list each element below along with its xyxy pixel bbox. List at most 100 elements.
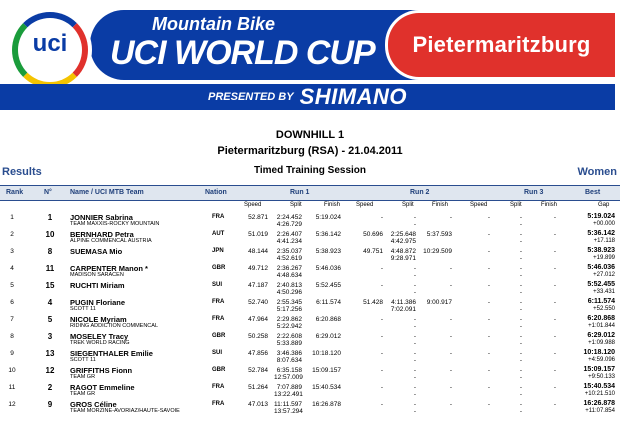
run3-split: - [519,384,522,391]
run1-split-2: 5:22.942 [276,323,302,330]
category-label: Women [577,166,617,178]
sub-speed-1: Speed [244,202,262,208]
table-header: Rank N° Name / UCI MTB Team Nation Run 1… [0,185,620,201]
run1-split: 2:29.862 [276,316,302,323]
table-row: 1 1 JONNIER Sabrina TEAM MAXXIS-ROCKY MOUNT… [0,212,620,228]
run1-speed: 47.856 [248,350,268,357]
run3-split-2: - [519,391,522,398]
run2-speed: 51.428 [363,299,383,306]
run3-split: - [519,248,522,255]
rider-name: PUGIN Floriane [70,298,126,307]
run3-split-2: - [519,374,522,381]
run1-finish: 5:38.923 [315,248,341,255]
bib-number: 10 [45,230,55,239]
run2-finish: - [449,384,452,391]
run1-speed: 47.964 [248,316,268,323]
nation-code: SUI [212,350,223,356]
run3-split-2: - [519,357,522,364]
table-row: 5 15 RUCHTI Miriam SUI 47.187 2:40.813 4:50.29… [0,280,620,296]
run3-finish: - [553,299,556,306]
run1-speed: 47.187 [248,282,268,289]
gap-time: +10:21.510 [584,391,615,397]
run2-split-2: 9:28.971 [390,255,416,262]
run2-speed: - [380,367,383,374]
team-name: TEAM MAXXIS-ROCKY MOUNTAIN [70,221,160,227]
run3-finish: - [553,265,556,272]
team-name: SCOTT 11 [70,357,96,363]
run2-split-2: 4:42.975 [390,238,416,245]
nation-code: FRA [212,401,225,407]
rank-cell: 12 [8,401,16,408]
series-title: UCI WORLD CUP [110,34,376,72]
bib-number: 3 [47,332,53,341]
bib-number: 12 [45,366,55,375]
rider-name: RAGOT Emmeline [70,383,135,392]
run3-split-2: - [519,255,522,262]
bib-number: 11 [45,264,55,273]
best-time: 5:36.142 [587,230,615,237]
rider-name: GRIFFITHS Fionn [70,366,133,375]
run2-speed: - [380,350,383,357]
series-subtitle: Mountain Bike [152,14,276,34]
bib-number: 2 [47,383,53,392]
run1-split: 2:22.608 [276,333,302,340]
run1-speed: 52.784 [248,367,268,374]
gap-time: +33.431 [593,289,615,295]
run1-speed: 47.013 [248,401,268,408]
run1-finish: 6:11.574 [316,299,341,306]
run1-split-2: 13:57.294 [274,408,303,415]
sub-finish-2: Finish [432,202,449,208]
run3-split-2: - [519,340,522,347]
gap-time: +19.899 [593,255,615,261]
run2-split-2: - [413,323,416,330]
run3-split: - [519,367,522,374]
run3-split: - [519,299,522,306]
team-name: TEAM MORZINE-AVORIAZ/HAUTE-SAVOIE [70,408,180,414]
run3-split: - [519,265,522,272]
rank-cell: 11 [8,384,16,391]
run1-split: 11:11.597 [274,401,302,408]
run2-split: - [413,316,416,323]
table-row: 12 9 GROS Céline TEAM MORZINE-AVORIAZ/HAUTE… [0,399,620,415]
run3-speed: - [487,265,490,272]
run1-finish: 5:52.455 [315,282,341,289]
run2-split-2: - [413,408,416,415]
run1-speed: 51.264 [248,384,268,391]
team-name: SCOTT 11 [70,306,96,312]
gap-time: +4:59.096 [588,357,615,363]
gap-time: +27.012 [593,272,615,278]
nation-code: FRA [212,214,225,220]
run1-split-2: 4:41.234 [276,238,302,245]
nation-code: SUI [212,282,223,288]
rank-cell: 6 [10,299,14,306]
run3-finish: - [553,333,556,340]
run2-split-2: - [413,221,416,228]
run3-split-2: - [519,238,522,245]
run2-split: - [413,265,416,272]
run1-finish: 16:26.878 [312,401,341,408]
col-best: Best [585,189,601,196]
run2-split: - [413,350,416,357]
best-time: 6:11.574 [587,298,615,305]
nation-code: FRA [212,299,225,305]
run1-finish: 6:20.868 [315,316,341,323]
best-time: 16:26.878 [583,400,615,407]
run2-finish: - [449,350,452,357]
bib-number: 15 [45,281,55,290]
run2-split: - [413,282,416,289]
gap-time: +11:07.854 [585,408,615,414]
rank-cell: 5 [10,282,14,289]
bib-number: 1 [47,213,53,222]
rank-cell: 7 [10,316,14,323]
team-name: RIDING ADDICTION COMMENCAL [70,323,159,329]
best-time: 5:52.455 [587,281,615,288]
run1-split-2: 12:57.009 [274,374,303,381]
nation-code: FRA [212,384,225,390]
run2-finish: - [449,367,452,374]
run2-finish: - [449,214,452,221]
run2-finish: 9:00.917 [426,299,452,306]
rank-cell: 4 [10,265,14,272]
run1-speed: 52.740 [248,299,268,306]
table-subheader: Speed Split Finish Speed Split Finish Sp… [0,202,620,212]
run3-finish: - [553,350,556,357]
